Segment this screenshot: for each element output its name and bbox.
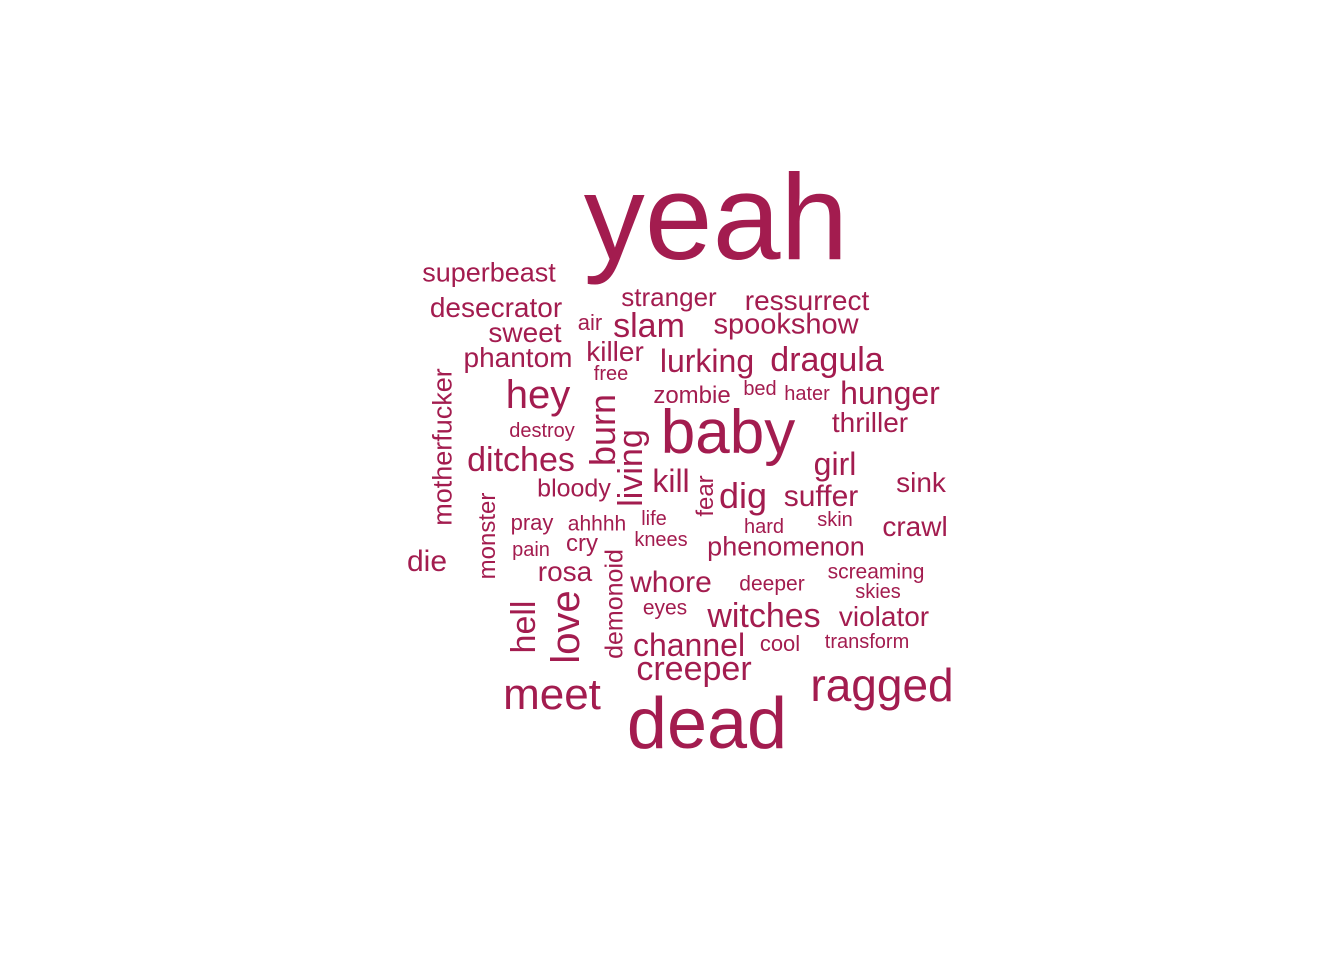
word-hard: hard <box>743 516 785 538</box>
word-violator: violator <box>838 601 930 632</box>
word-skin: skin <box>817 509 853 531</box>
word-zombie: zombie <box>653 382 731 409</box>
word-cool: cool <box>759 631 801 656</box>
word-spookshow: spookshow <box>713 308 859 341</box>
word-ressurrect: ressurrect <box>744 285 870 316</box>
word-motherfucker: motherfucker <box>427 368 458 526</box>
word-hell: hell <box>505 600 543 654</box>
word-demonoid: demonoid <box>600 549 629 659</box>
word-stranger: stranger <box>621 282 717 312</box>
word-kill: kill <box>652 463 690 499</box>
word-free: free <box>593 363 629 385</box>
word-hater: hater <box>784 383 830 405</box>
word-killer: killer <box>586 336 644 367</box>
word-desecrator: desecrator <box>429 292 563 323</box>
word-sink: sink <box>896 467 946 498</box>
word-bed: bed <box>743 378 777 400</box>
word-knees: knees <box>634 529 688 551</box>
word-pray: pray <box>510 510 554 535</box>
word-creeper: creeper <box>636 650 752 688</box>
word-phantom: phantom <box>463 342 573 373</box>
word-destroy: destroy <box>509 420 575 442</box>
word-pain: pain <box>512 539 550 561</box>
word-ahhhh: ahhhh <box>567 512 627 536</box>
word-thriller: thriller <box>831 407 909 438</box>
word-transform: transform <box>824 631 910 653</box>
word-whore: whore <box>630 566 712 599</box>
word-baby: baby <box>660 398 796 467</box>
word-hey: hey <box>505 373 571 417</box>
word-ditches: ditches <box>467 441 575 479</box>
word-dig: dig <box>718 475 768 516</box>
word-monster: monster <box>474 492 501 580</box>
word-life: life <box>641 508 667 530</box>
word-dead: dead <box>626 684 788 764</box>
word-suffer: suffer <box>783 480 859 513</box>
word-meet: meet <box>503 670 601 719</box>
word-witches: witches <box>707 597 821 635</box>
word-eyes: eyes <box>642 596 688 620</box>
word-hunger: hunger <box>840 375 940 411</box>
word-ragged: ragged <box>810 659 954 711</box>
word-yeah: yeah <box>583 149 849 285</box>
word-screaming: screaming <box>827 560 925 584</box>
word-die: die <box>406 545 448 578</box>
word-living: living <box>612 429 650 507</box>
word-slam: slam <box>613 307 685 345</box>
word-crawl: crawl <box>882 511 948 542</box>
word-rosa: rosa <box>537 556 593 587</box>
word-phenomenon: phenomenon <box>707 531 865 562</box>
word-superbeast: superbeast <box>422 257 556 288</box>
word-fear: fear <box>692 475 719 517</box>
word-skies: skies <box>855 581 901 603</box>
word-cry: cry <box>566 530 598 557</box>
word-sweet: sweet <box>488 317 562 348</box>
word-bloody: bloody <box>537 474 611 503</box>
word-lurking: lurking <box>659 343 755 379</box>
word-air: air <box>577 310 603 335</box>
word-girl: girl <box>813 446 857 482</box>
word-channel: channel <box>632 627 746 663</box>
word-love: love <box>544 590 588 664</box>
word-dragula: dragula <box>770 341 884 379</box>
word-deeper: deeper <box>739 572 805 596</box>
